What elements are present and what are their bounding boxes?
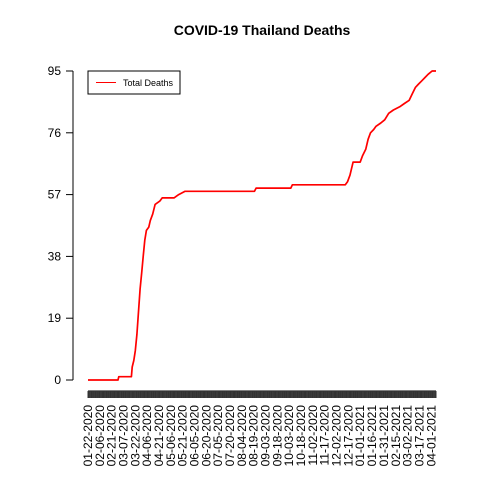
x-tick-label: 10-18-2020	[294, 405, 308, 467]
x-tick-label: 07-20-2020	[223, 405, 237, 467]
x-tick-label: 03-22-2020	[128, 405, 142, 467]
x-tick-label: 01-22-2020	[81, 405, 95, 467]
x-tick-label: 03-02-2021	[401, 405, 415, 467]
chart-title: COVID-19 Thailand Deaths	[174, 22, 351, 38]
y-axis: 0 19 38 57 76 95	[48, 64, 74, 387]
x-tick-label: 11-17-2020	[318, 405, 332, 466]
y-tick-label: 38	[48, 249, 62, 263]
x-tick-label: 11-02-2020	[306, 405, 320, 466]
x-tick-label: 12-02-2020	[330, 405, 344, 467]
x-tick-label: 01-31-2021	[377, 405, 391, 467]
x-tick-label: 10-03-2020	[282, 405, 296, 467]
x-tick-label: 09-03-2020	[259, 405, 273, 467]
plot-area	[88, 70, 436, 381]
series-line-total-deaths	[88, 70, 436, 381]
x-tick-label: 02-06-2020	[93, 405, 107, 467]
x-tick-label: 03-07-2020	[117, 405, 131, 467]
x-tick-label: 09-18-2020	[270, 405, 284, 467]
x-tick-label: 02-15-2021	[389, 405, 403, 467]
y-tick-label: 19	[48, 311, 62, 325]
x-tick-label: 08-04-2020	[235, 405, 249, 467]
x-tick-label: 04-01-2021	[424, 405, 438, 467]
x-tick-label: 01-16-2021	[365, 405, 379, 467]
legend-label: Total Deaths	[123, 78, 174, 88]
x-tick-label: 05-06-2020	[164, 405, 178, 467]
x-tick-label: 04-06-2020	[140, 405, 154, 467]
x-tick-label: 12-17-2020	[341, 405, 355, 467]
x-tick-label: 07-05-2020	[211, 405, 225, 467]
x-tick-label: 04-21-2020	[152, 405, 166, 467]
y-tick-label: 95	[48, 64, 62, 78]
x-tick-label: 06-20-2020	[199, 405, 213, 467]
x-tick-label: 03-17-2021	[412, 405, 426, 467]
x-tick-label: 06-05-2020	[188, 405, 202, 467]
y-tick-label: 57	[48, 188, 62, 202]
x-tick-label: 01-01-2021	[353, 405, 367, 467]
legend-box	[87, 70, 181, 95]
x-tick-label: 08-19-2020	[247, 405, 261, 467]
x-tick-label: 05-21-2020	[176, 405, 190, 467]
y-tick-label: 0	[54, 373, 61, 387]
legend: Total Deaths	[87, 70, 181, 95]
x-axis: 01-22-202002-06-202002-21-202003-07-2020…	[81, 390, 438, 467]
x-tick-label: 02-21-2020	[105, 405, 119, 467]
y-tick-label: 76	[48, 126, 62, 140]
